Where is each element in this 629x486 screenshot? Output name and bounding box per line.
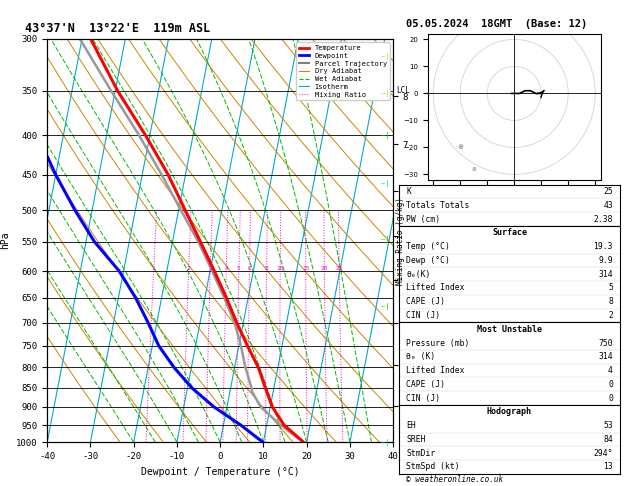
Text: 0: 0: [608, 394, 613, 402]
Text: Dewp (°C): Dewp (°C): [406, 256, 450, 265]
Y-axis label: km
ASL: km ASL: [411, 232, 430, 249]
Text: —|: —|: [381, 303, 390, 310]
Text: 1: 1: [152, 266, 155, 271]
X-axis label: Dewpoint / Temperature (°C): Dewpoint / Temperature (°C): [141, 467, 299, 477]
Text: 25: 25: [603, 187, 613, 196]
Text: 20: 20: [321, 266, 328, 271]
Text: Totals Totals: Totals Totals: [406, 201, 469, 210]
Text: ⊕: ⊕: [471, 167, 476, 172]
Text: Lifted Index: Lifted Index: [406, 366, 465, 375]
Text: 5: 5: [608, 283, 613, 293]
Y-axis label: hPa: hPa: [1, 232, 11, 249]
Text: EH: EH: [406, 421, 416, 430]
Text: 43: 43: [603, 201, 613, 210]
Text: —|: —|: [381, 90, 390, 97]
Text: 10: 10: [277, 266, 284, 271]
Text: 8: 8: [608, 297, 613, 306]
Text: © weatheronline.co.uk: © weatheronline.co.uk: [406, 474, 503, 484]
Text: 314: 314: [598, 270, 613, 278]
Text: Mixing Ratio (g/kg): Mixing Ratio (g/kg): [396, 197, 405, 284]
X-axis label: kt: kt: [509, 197, 519, 206]
Text: 05.05.2024  18GMT  (Base: 12): 05.05.2024 18GMT (Base: 12): [406, 19, 587, 30]
Text: K: K: [406, 187, 411, 196]
Text: SREH: SREH: [406, 435, 426, 444]
Text: Most Unstable: Most Unstable: [477, 325, 542, 334]
Text: 6: 6: [248, 266, 252, 271]
Text: 2: 2: [608, 311, 613, 320]
Text: CAPE (J): CAPE (J): [406, 297, 445, 306]
Text: 4: 4: [225, 266, 228, 271]
Text: 0: 0: [608, 380, 613, 389]
Text: Temp (°C): Temp (°C): [406, 242, 450, 251]
Text: 25: 25: [335, 266, 343, 271]
Text: —|: —|: [381, 236, 390, 243]
Text: 3: 3: [208, 266, 212, 271]
Text: Lifted Index: Lifted Index: [406, 283, 465, 293]
Text: —|: —|: [381, 439, 390, 446]
Text: Hodograph: Hodograph: [487, 407, 532, 417]
Text: StmSpd (kt): StmSpd (kt): [406, 463, 460, 471]
Text: 2.38: 2.38: [593, 215, 613, 224]
Text: CIN (J): CIN (J): [406, 394, 440, 402]
Text: θₑ(K): θₑ(K): [406, 270, 430, 278]
Text: θₑ (K): θₑ (K): [406, 352, 435, 361]
Legend: Temperature, Dewpoint, Parcel Trajectory, Dry Adiabat, Wet Adiabat, Isotherm, Mi: Temperature, Dewpoint, Parcel Trajectory…: [296, 42, 389, 100]
Text: 4: 4: [608, 366, 613, 375]
Text: —|: —|: [381, 52, 390, 60]
Text: 2: 2: [187, 266, 191, 271]
Text: —|: —|: [381, 180, 390, 187]
Text: 43°37'N  13°22'E  119m ASL: 43°37'N 13°22'E 119m ASL: [25, 22, 211, 35]
Text: 84: 84: [603, 435, 613, 444]
Text: 13: 13: [603, 463, 613, 471]
Text: 750: 750: [598, 339, 613, 347]
Text: 53: 53: [603, 421, 613, 430]
Text: Surface: Surface: [492, 228, 527, 237]
Text: 8: 8: [265, 266, 269, 271]
Text: 314: 314: [598, 352, 613, 361]
Text: Pressure (mb): Pressure (mb): [406, 339, 469, 347]
Text: 15: 15: [302, 266, 309, 271]
Text: CIN (J): CIN (J): [406, 311, 440, 320]
Text: LCL: LCL: [396, 86, 409, 95]
Text: 19.3: 19.3: [593, 242, 613, 251]
Text: ⊕: ⊕: [457, 144, 463, 151]
Text: CAPE (J): CAPE (J): [406, 380, 445, 389]
Text: 5: 5: [237, 266, 241, 271]
Text: —|: —|: [381, 132, 390, 139]
Text: PW (cm): PW (cm): [406, 215, 440, 224]
Text: StmDir: StmDir: [406, 449, 435, 458]
Text: 9.9: 9.9: [598, 256, 613, 265]
Text: 294°: 294°: [593, 449, 613, 458]
